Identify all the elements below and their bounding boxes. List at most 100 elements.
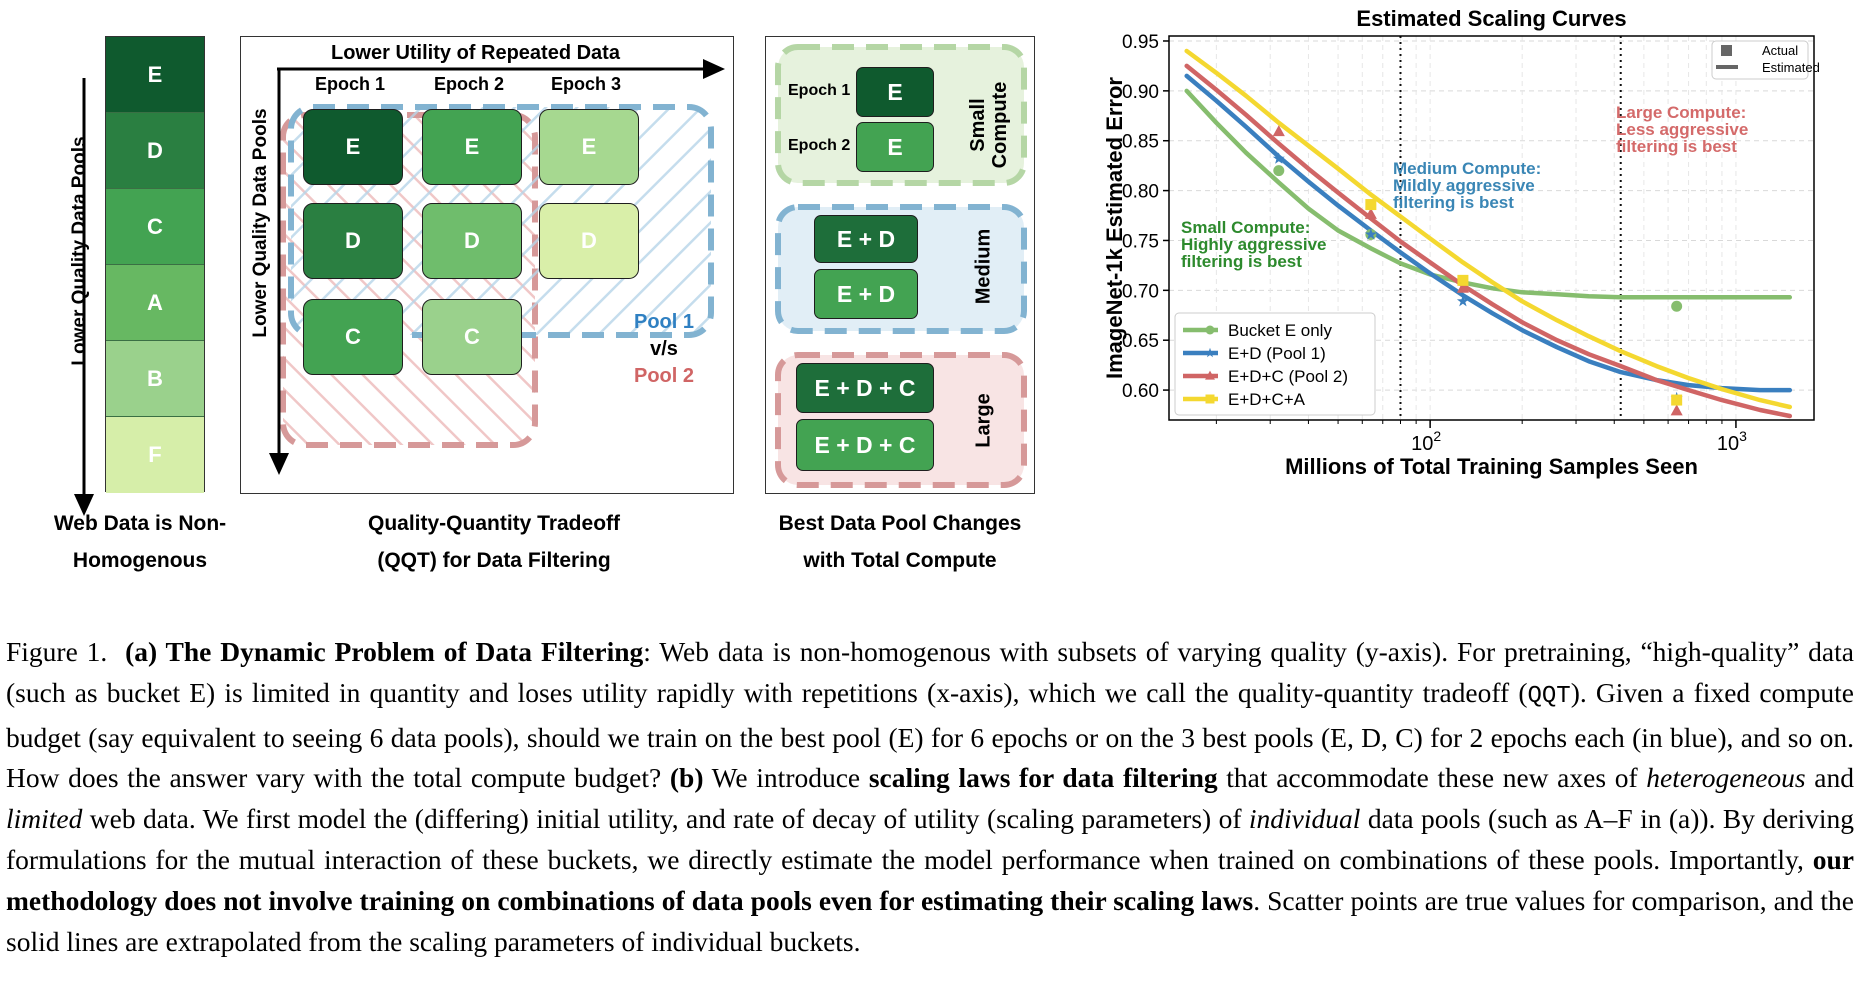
qqt-tile-d-epoch3: D [539,203,639,279]
data-point-2 [1456,281,1469,293]
actual-legend-label: Actual [1762,43,1798,58]
y-tick-label: 0.80 [1122,182,1159,203]
scaling-curves-chart: 0.60 0.65 0.70 0.75 0.80 0.85 0.90 0.95 102 103 Es… [1102,6,1820,479]
caption-b-text-3: and [1805,762,1854,794]
bucket-d: D [106,113,204,189]
y-tick-label: 0.60 [1122,381,1159,402]
x-tick-label: 103 [1717,428,1747,455]
legend-marker-2 [1205,370,1215,380]
qqt-caption: Quality-Quantity Tradeoff (QQT) for Data… [300,505,688,579]
annotation-0-line: Highly aggressive [1181,235,1327,254]
series-line-3 [1184,48,1793,410]
annotation-1-line: Mildly aggressive [1393,176,1535,195]
pool2-label: Pool 2 [633,365,694,387]
caption-qqt: QQT [1527,682,1571,710]
data-point-1 [1364,228,1377,240]
data-point-3 [1457,274,1469,286]
legend-marker-1 [1205,347,1215,358]
annotation-0-line: Small Compute: [1181,218,1310,237]
qqt-tile-d-epoch1: D [303,203,403,279]
annotation-0-line: filtering is best [1181,252,1302,271]
series-line-1 [1184,73,1793,393]
panel-a: Lower Quality Data Pools [30,30,230,590]
medium-pool-1: E + D [814,215,918,263]
y-tick-label: 0.85 [1122,132,1159,153]
caption-a-label: (a) The Dynamic Problem of Data Filterin… [125,636,644,667]
caption-b-ital-1: heterogeneous [1646,762,1806,794]
data-point-0 [1273,165,1285,177]
epoch-label-2: Epoch 2 [434,74,505,94]
qqt-tile-c-epoch1: C [303,299,403,375]
legend-label-0: Bucket E only [1228,321,1332,340]
qqt-tile-e-epoch2: E [422,109,522,185]
qqt-tile-e-epoch1: E [303,109,403,185]
legend-marker-0 [1205,325,1215,335]
series-legend-box [1174,312,1376,416]
caption-a-text-2: ). Given a fixed compute budget (say equ… [6,676,1854,794]
caption-a-text-1: : Web data is non-homogenous with subset… [6,636,1854,708]
caption-b-text-2: that accommodate these new axes of [1217,762,1647,794]
panel-a-caption-line2: Homogenous [72,549,208,572]
legend-marker-3 [1205,394,1215,404]
small-compute-label: Small Compute [967,81,1011,169]
down-arrow-icon [74,78,94,516]
x-tick-label: 102 [1411,428,1441,455]
chart-x-label: Millions of Total Training Samples Seen [1285,454,1698,479]
y-tick-label: 0.95 [1122,32,1159,53]
qqt-tile-c-epoch2: C [422,299,522,375]
medium-label: Medium [972,228,995,305]
annotation-2-line: Large Compute: [1616,103,1746,122]
bucket-f: F [106,417,204,493]
annotation-1-line: filtering is best [1393,193,1514,212]
caption-b-text-5: data pools (such as A–F in (a)). By deri… [6,803,1854,875]
qqt-tile-d-epoch2: D [422,203,522,279]
y-tick-label: 0.65 [1122,331,1159,352]
annotation-2-line: filtering is best [1616,137,1737,156]
data-point-2 [1272,125,1285,137]
annotation-2-line: Less aggressive [1616,120,1748,139]
annotation-1-line: Medium Compute: [1393,159,1541,178]
bucket-e: E [106,37,204,113]
qqt-caption-line1: Quality-Quantity Tradeoff [367,512,621,535]
qqt-caption-line2: (QQT) for Data Filtering [377,549,611,572]
best-pool-caption-line2: with Total Compute [803,549,997,572]
legend-label-3: E+D+C+A [1228,390,1306,409]
data-point-1 [1456,295,1469,307]
y-tick-label: 0.75 [1122,231,1159,252]
figure-caption: Figure 1. (a) The Dynamic Problem of Dat… [6,632,1854,962]
data-point-1 [1272,152,1285,164]
large-label: Large [972,393,995,448]
y-tick-label: 0.70 [1122,281,1159,302]
large-pool-1: E + D + C [796,363,934,413]
data-point-2 [1670,404,1683,416]
marker-legend-box [1711,40,1809,80]
caption-b-bold-2: our methodology does not involve trainin… [6,843,1854,916]
data-point-0 [1671,300,1683,312]
legend-label-2: E+D+C (Pool 2) [1228,367,1348,386]
caption-b-label: (b) [669,762,704,794]
bucket-c: C [106,189,204,265]
chart-title: Estimated Scaling Curves [1356,6,1626,31]
pool-legend: Pool 1 v/s Pool 2 [619,309,709,390]
caption-b-text-4: web data. We first model the (differing)… [82,803,1249,835]
qqt-tile-e-epoch3: E [539,109,639,185]
small-epoch2-pool: E [856,122,934,172]
data-point-3 [1671,394,1683,406]
figure-label: Figure 1. [6,636,108,667]
small-epoch1-label: Epoch 1 [788,82,851,99]
epoch-label-1: Epoch 1 [315,74,386,94]
plot-frame [1168,35,1815,421]
caption-b-ital-3: individual [1248,803,1361,835]
series-line-2 [1184,63,1793,419]
pool1-label: Pool 1 [633,311,694,333]
best-pool-caption: Best Data Pool Changes with Total Comput… [730,505,1070,579]
small-epoch2-label: Epoch 2 [788,137,851,154]
panel-a-caption: Web Data is Non- Homogenous [30,505,250,579]
caption-b-bold-1: scaling laws for data filtering [868,762,1218,794]
legend-label-1: E+D (Pool 1) [1228,344,1326,363]
epoch-label-3: Epoch 3 [551,74,622,94]
best-pool-caption-line1: Best Data Pool Changes [778,512,1022,535]
series-line-0 [1184,88,1793,300]
best-pool-panel: Epoch 1 E Epoch 2 E Small Compute E + D E… [765,36,1035,494]
caption-b-text-6: . Scatter points are true values for com… [6,884,1854,957]
